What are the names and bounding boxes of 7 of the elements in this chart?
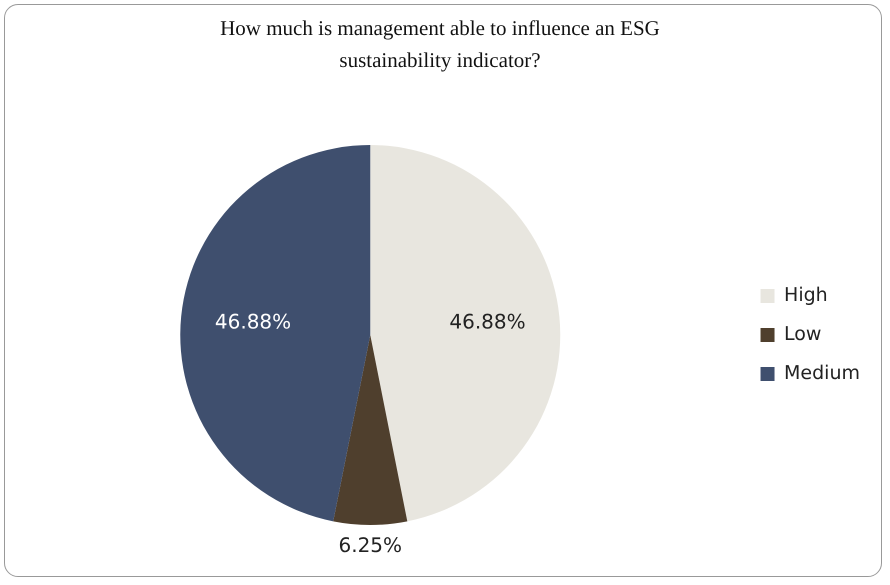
legend-label: Low (784, 322, 822, 345)
chart-title: How much is management able to influence an ESG sustainability indicator? (219, 15, 661, 74)
data-label: 6.25% (338, 533, 402, 558)
data-label: 46.88% (449, 310, 526, 334)
legend-label: High (784, 284, 828, 306)
legend-label: Medium (784, 362, 860, 384)
data-label: 46.88% (214, 310, 292, 334)
